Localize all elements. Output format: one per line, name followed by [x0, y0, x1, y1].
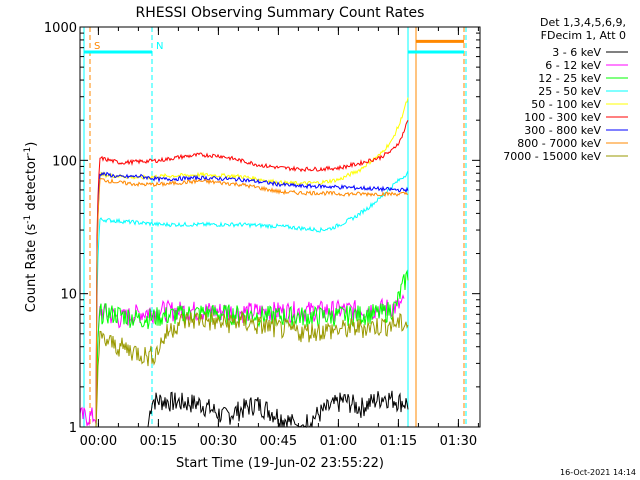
vertical-markers — [83, 27, 467, 427]
y-axis-label-sup1: -1 — [23, 215, 33, 224]
series-line-2 — [80, 269, 409, 428]
y-axis-ticks: 1 10 100 1000 — [44, 21, 480, 436]
x-axis-ticks: 00:00 00:15 00:30 00:45 01:00 01:15 01:30 — [80, 27, 479, 449]
legend-label-2: 12 - 25 keV — [538, 72, 601, 85]
x-tick-label-6: 01:30 — [440, 434, 477, 449]
y-axis-label-end: ) — [24, 142, 39, 147]
series-line-6 — [80, 171, 409, 428]
legend-label-3: 25 - 50 keV — [538, 85, 601, 98]
y-axis-label-sup2: -1 — [23, 147, 33, 156]
legend-header-2: FDecim 1, Att 0 — [541, 29, 626, 42]
legend: Det 1,3,4,5,6,9, FDecim 1, Att 0 3 - 6 k… — [503, 16, 628, 163]
legend-label-8: 7000 - 15000 keV — [503, 150, 601, 163]
series-line-1 — [79, 293, 405, 427]
chart-title: RHESSI Observing Summary Count Rates — [136, 5, 425, 21]
x-tick-label-3: 00:45 — [260, 434, 297, 449]
mode-bars — [84, 39, 464, 54]
footer-date: 16-Oct-2021 14:14 — [560, 468, 636, 477]
series-lines — [79, 97, 409, 428]
legend-label-5: 100 - 300 keV — [524, 111, 601, 124]
series-line-7 — [80, 177, 409, 428]
legend-label-0: 3 - 6 keV — [552, 46, 601, 59]
x-tick-label-4: 01:00 — [320, 434, 357, 449]
legend-label-4: 50 - 100 keV — [531, 98, 601, 111]
y-tick-label-3: 1000 — [44, 21, 77, 36]
series-line-5 — [80, 119, 409, 428]
y-tick-label-1: 10 — [60, 288, 77, 303]
y-tick-label-0: 1 — [69, 421, 77, 436]
y-axis-label-mid: detector — [24, 155, 39, 215]
event-marker-0: S — [94, 41, 100, 52]
legend-label-6: 300 - 800 keV — [524, 124, 601, 137]
series-line-8 — [80, 310, 409, 428]
y-tick-label-2: 100 — [52, 154, 77, 169]
x-tick-label-0: 00:00 — [80, 434, 117, 449]
series-line-3 — [80, 170, 409, 428]
x-axis-label: Start Time (19-Jun-02 23:55:22) — [176, 456, 384, 471]
legend-label-7: 800 - 7000 keV — [517, 137, 601, 150]
y-axis-label-main: Count Rate (s — [24, 224, 39, 313]
x-tick-label-2: 00:30 — [200, 434, 237, 449]
series-line-4 — [80, 97, 409, 428]
x-tick-label-1: 00:15 — [140, 434, 177, 449]
x-tick-label-5: 01:15 — [380, 434, 417, 449]
plot-area — [79, 27, 467, 428]
legend-header-1: Det 1,3,4,5,6,9, — [540, 16, 626, 29]
plot-frame — [79, 26, 481, 428]
event-marker-1: N — [156, 41, 163, 52]
y-axis-label: Count Rate (s-1 detector-1) — [23, 142, 39, 313]
legend-label-1: 6 - 12 keV — [545, 59, 601, 72]
